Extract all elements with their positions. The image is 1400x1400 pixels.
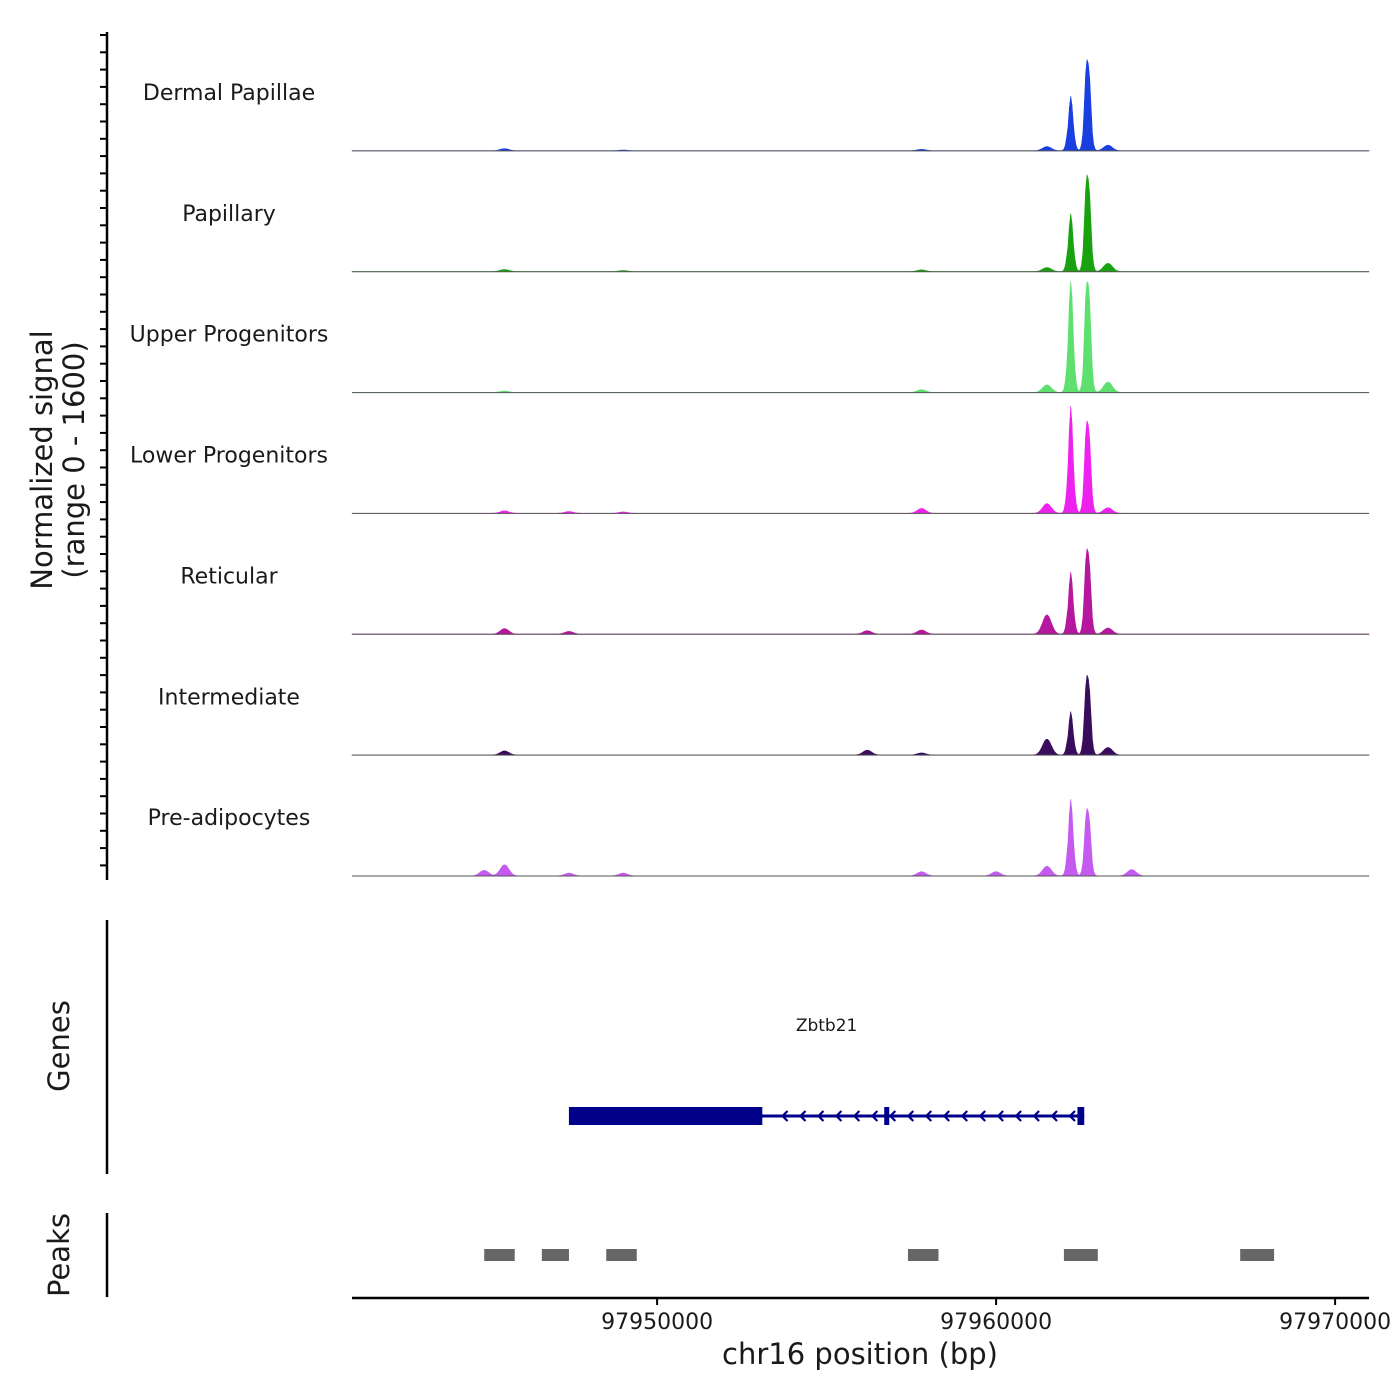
strand-arrow (942, 1110, 951, 1122)
track-label: Dermal Papillae (143, 81, 315, 106)
signal-area (351, 59, 1370, 152)
track-dermal-papillae: Dermal Papillae (143, 59, 1370, 152)
strand-arrow (978, 1110, 986, 1122)
peak-region (541, 1249, 569, 1261)
peak-region (484, 1249, 515, 1261)
track-papillary: Papillary (182, 174, 1370, 273)
strand-arrow (888, 1110, 897, 1122)
strand-arrow (960, 1110, 968, 1122)
strand-arrow (1050, 1110, 1058, 1122)
x-tick-label: 97960000 (940, 1310, 1052, 1335)
strand-arrow (1014, 1110, 1022, 1122)
signal-area (351, 280, 1370, 393)
strand-arrow (1068, 1110, 1076, 1122)
track-label: Papillary (182, 202, 276, 227)
strand-arrow (780, 1110, 789, 1122)
gene-models: Zbtb21 (568, 1016, 1085, 1125)
signal-tracks: Dermal Papillae Papillary Upper Progenitor… (130, 59, 1370, 877)
track-pre-adipocytes: Pre-adipocytes (148, 799, 1370, 877)
gene-name: Zbtb21 (796, 1016, 858, 1036)
signal-area (351, 174, 1370, 273)
y-axis-range: (range 0 - 1600) (57, 341, 91, 578)
gene-exon (568, 1107, 763, 1125)
gene-exon (884, 1107, 890, 1125)
x-axis: 97950000 97960000 97970000 (352, 1296, 1391, 1335)
signal-area (351, 674, 1370, 756)
strand-arrow (1032, 1110, 1040, 1122)
strand-arrow (834, 1110, 843, 1122)
peak-region (1063, 1249, 1098, 1261)
x-tick-label: 97970000 (1279, 1310, 1391, 1335)
peak-region (606, 1249, 637, 1261)
strand-arrow (798, 1110, 807, 1122)
peaks-panel-label: Peaks (42, 1213, 76, 1297)
track-upper-progenitors: Upper Progenitors (130, 280, 1370, 394)
strand-arrow (816, 1110, 825, 1122)
peak-region (907, 1249, 939, 1261)
track-label: Upper Progenitors (130, 323, 329, 348)
track-reticular: Reticular (180, 548, 1370, 635)
genes-panel-label: Genes (42, 1000, 76, 1092)
x-axis-ticks: 97950000 97960000 97970000 (601, 1298, 1391, 1335)
peak-region (1240, 1249, 1275, 1261)
strand-arrow (996, 1110, 1004, 1122)
gene-zbtb21: Zbtb21 (568, 1016, 1085, 1125)
signal-area (351, 548, 1370, 635)
strand-arrow (852, 1110, 861, 1122)
track-label: Lower Progenitors (130, 444, 328, 469)
track-lower-progenitors: Lower Progenitors (130, 405, 1370, 514)
track-label: Intermediate (158, 685, 300, 710)
peak-regions (484, 1249, 1275, 1261)
track-label: Pre-adipocytes (148, 806, 311, 831)
strand-arrow (870, 1110, 879, 1122)
signal-y-axis-ticks (100, 34, 107, 867)
track-label: Reticular (180, 564, 278, 589)
strand-arrow (906, 1110, 915, 1122)
strand-arrow (924, 1110, 933, 1122)
signal-y-axis (100, 32, 109, 880)
signal-area (351, 799, 1370, 877)
x-axis-title: chr16 position (bp) (722, 1337, 998, 1371)
track-intermediate: Intermediate (158, 674, 1370, 756)
x-tick-label: 97950000 (601, 1310, 713, 1335)
y-axis-title: Normalized signal (25, 330, 59, 589)
signal-area (351, 405, 1370, 514)
peaks-panel: Peaks (42, 1213, 1275, 1297)
genes-panel: Genes Zbtb21 (42, 920, 1085, 1174)
gene-exon (1077, 1107, 1085, 1125)
